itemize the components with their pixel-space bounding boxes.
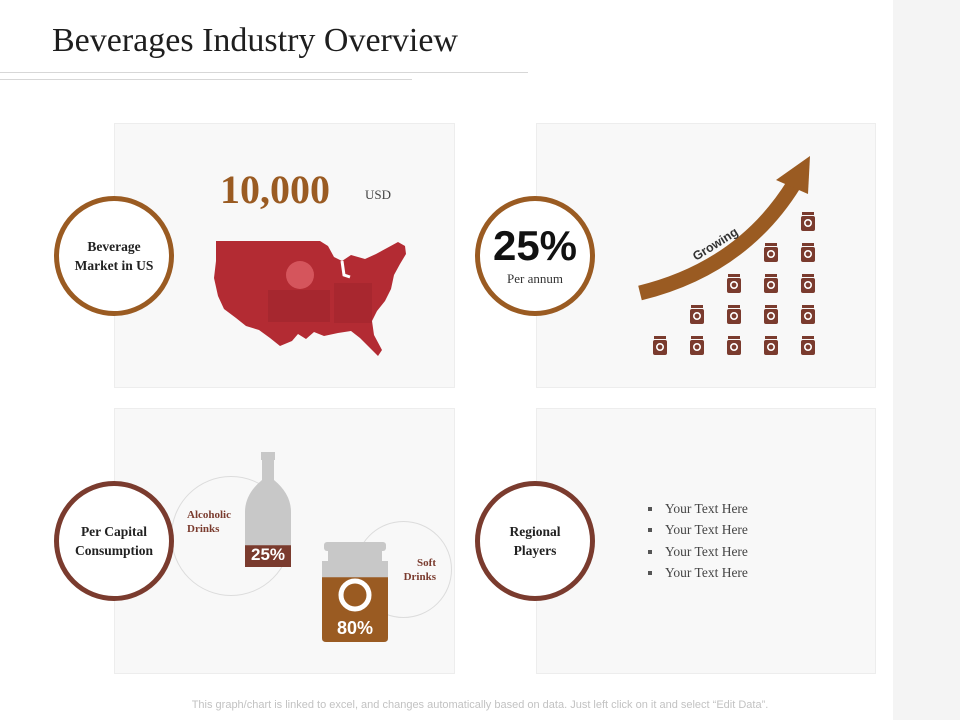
page-title: Beverages Industry Overview — [52, 22, 458, 59]
can-icon — [727, 274, 741, 293]
consumption-ring: Per Capital Consumption — [54, 481, 174, 601]
can-icon — [801, 336, 815, 355]
us-map-icon — [214, 241, 406, 356]
right-margin-strip — [893, 0, 960, 720]
can-icon — [653, 336, 667, 355]
can-icon — [690, 305, 704, 324]
bullet-icon — [648, 549, 652, 554]
alcoholic-value: 25% — [250, 545, 286, 564]
can-icon — [727, 336, 741, 355]
market-unit: USD — [365, 187, 392, 202]
bottle-icon — [245, 452, 291, 567]
growth-period: Per annum — [507, 271, 563, 286]
growth-ring: 25% Per annum — [475, 196, 595, 316]
regional-list: Your Text Here Your Text Here Your Text … — [648, 498, 748, 584]
growth-percent: 25% — [492, 222, 578, 269]
footer-note: This graph/chart is linked to excel, and… — [191, 699, 769, 711]
list-item: Your Text Here — [648, 563, 748, 585]
market-ring: Beverage Market in US — [54, 196, 174, 316]
soft-label: Soft Drinks — [403, 557, 436, 583]
bullet-icon — [648, 571, 652, 576]
title-underline-secondary — [0, 79, 412, 80]
bullet-icon — [648, 506, 652, 511]
regional-label: Regional Players — [509, 524, 561, 558]
growth-can-grid — [653, 212, 815, 355]
can-icon — [764, 274, 778, 293]
can-icon — [801, 212, 815, 231]
can-icon — [801, 243, 815, 262]
list-item: Your Text Here — [648, 498, 748, 520]
consumption-label: Per Capital Consumption — [74, 524, 154, 558]
can-icon — [764, 305, 778, 324]
can-icon — [764, 243, 778, 262]
market-label: Beverage Market in US — [74, 239, 154, 273]
list-item: Your Text Here — [648, 541, 748, 563]
soft-drink-can-icon — [322, 542, 388, 642]
title-underline — [0, 72, 528, 73]
soft-value: 80% — [336, 618, 374, 638]
market-value: 10,000 — [220, 167, 330, 212]
can-icon — [764, 336, 778, 355]
regional-ring: Regional Players — [475, 481, 595, 601]
growth-arrow-icon: Growing — [638, 156, 810, 301]
list-item: Your Text Here — [648, 520, 748, 542]
can-icon — [727, 305, 741, 324]
alcoholic-label: Alcoholic Drinks — [187, 509, 231, 535]
can-icon — [801, 274, 815, 293]
can-icon — [690, 336, 704, 355]
can-icon — [801, 305, 815, 324]
bullet-icon — [648, 528, 652, 533]
